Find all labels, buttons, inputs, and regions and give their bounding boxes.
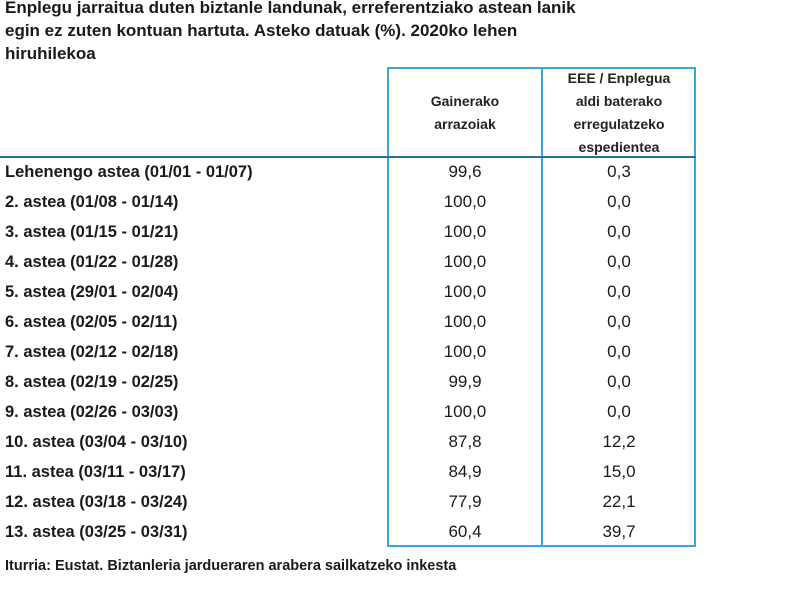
cell-value: 0,0 <box>607 222 631 241</box>
row-label: 8. astea (02/19 - 02/25) <box>5 372 179 391</box>
row-label: 2. astea (01/08 - 01/14) <box>5 192 179 211</box>
row-label: 13. astea (03/25 - 03/31) <box>5 522 188 541</box>
cell-value: 100,0 <box>443 312 487 331</box>
border <box>387 545 696 547</box>
cell-value: 99,9 <box>448 372 482 391</box>
cell-value: 100,0 <box>443 282 487 301</box>
title-line: hiruhilekoa <box>5 44 96 63</box>
cell-value: 100,0 <box>443 222 487 241</box>
cell-value: 0,0 <box>607 342 631 361</box>
cell-value: 77,9 <box>448 492 482 511</box>
row-label: 4. astea (01/22 - 01/28) <box>5 252 179 271</box>
row-label: 9. astea (02/26 - 03/03) <box>5 402 179 421</box>
table: Gainerako arrazoiak EEE / Enplegua aldi b… <box>0 67 800 557</box>
row-label: 3. astea (01/15 - 01/21) <box>5 222 179 241</box>
cell-value: 0,3 <box>607 162 631 181</box>
title-line: egin ez zuten kontuan hartuta. Asteko da… <box>5 21 518 40</box>
cell-value: 12,2 <box>602 432 636 451</box>
row-label: 5. astea (29/01 - 02/04) <box>5 282 179 301</box>
row-label: Lehenengo astea (01/01 - 01/07) <box>5 162 253 181</box>
cell-value: 0,0 <box>607 312 631 331</box>
row-label: 11. astea (03/11 - 03/17) <box>5 462 186 481</box>
title-line: Enplegu jarraitua duten biztanle landuna… <box>5 0 576 17</box>
cell-value: 0,0 <box>607 282 631 301</box>
cell-value: 100,0 <box>443 342 487 361</box>
cell-value: 100,0 <box>443 402 487 421</box>
column-header: EEE / Enplegua aldi baterako erregulatze… <box>567 70 671 155</box>
row-label: 12. astea (03/18 - 03/24) <box>5 492 188 511</box>
cell-value: 87,8 <box>448 432 482 451</box>
cell-value: 0,0 <box>607 192 631 211</box>
border <box>387 67 389 547</box>
border <box>0 156 696 158</box>
cell-value: 84,9 <box>448 462 482 481</box>
cell-value: 0,0 <box>607 372 631 391</box>
cell-value: 100,0 <box>443 252 487 271</box>
border <box>541 67 543 547</box>
row-label: 10. astea (03/04 - 03/10) <box>5 432 188 451</box>
title: Enplegu jarraitua duten biztanle landuna… <box>5 0 785 67</box>
cell-value: 39,7 <box>602 522 636 541</box>
cell-value: 0,0 <box>607 252 631 271</box>
cell-value: 22,1 <box>602 492 636 511</box>
cell-value: 15,0 <box>602 462 636 481</box>
cell-value: 60,4 <box>448 522 482 541</box>
border <box>387 67 696 69</box>
row-label: 6. astea (02/05 - 02/11) <box>5 312 178 331</box>
row-label: 7. astea (02/12 - 02/18) <box>5 342 179 361</box>
source: Iturria: Eustat. Biztanleria jardueraren… <box>5 558 457 574</box>
cell-value: 0,0 <box>607 402 631 421</box>
border <box>694 67 696 547</box>
cell-value: 100,0 <box>443 192 487 211</box>
column-header: Gainerako arrazoiak <box>430 93 500 132</box>
cell-value: 99,6 <box>448 162 482 181</box>
